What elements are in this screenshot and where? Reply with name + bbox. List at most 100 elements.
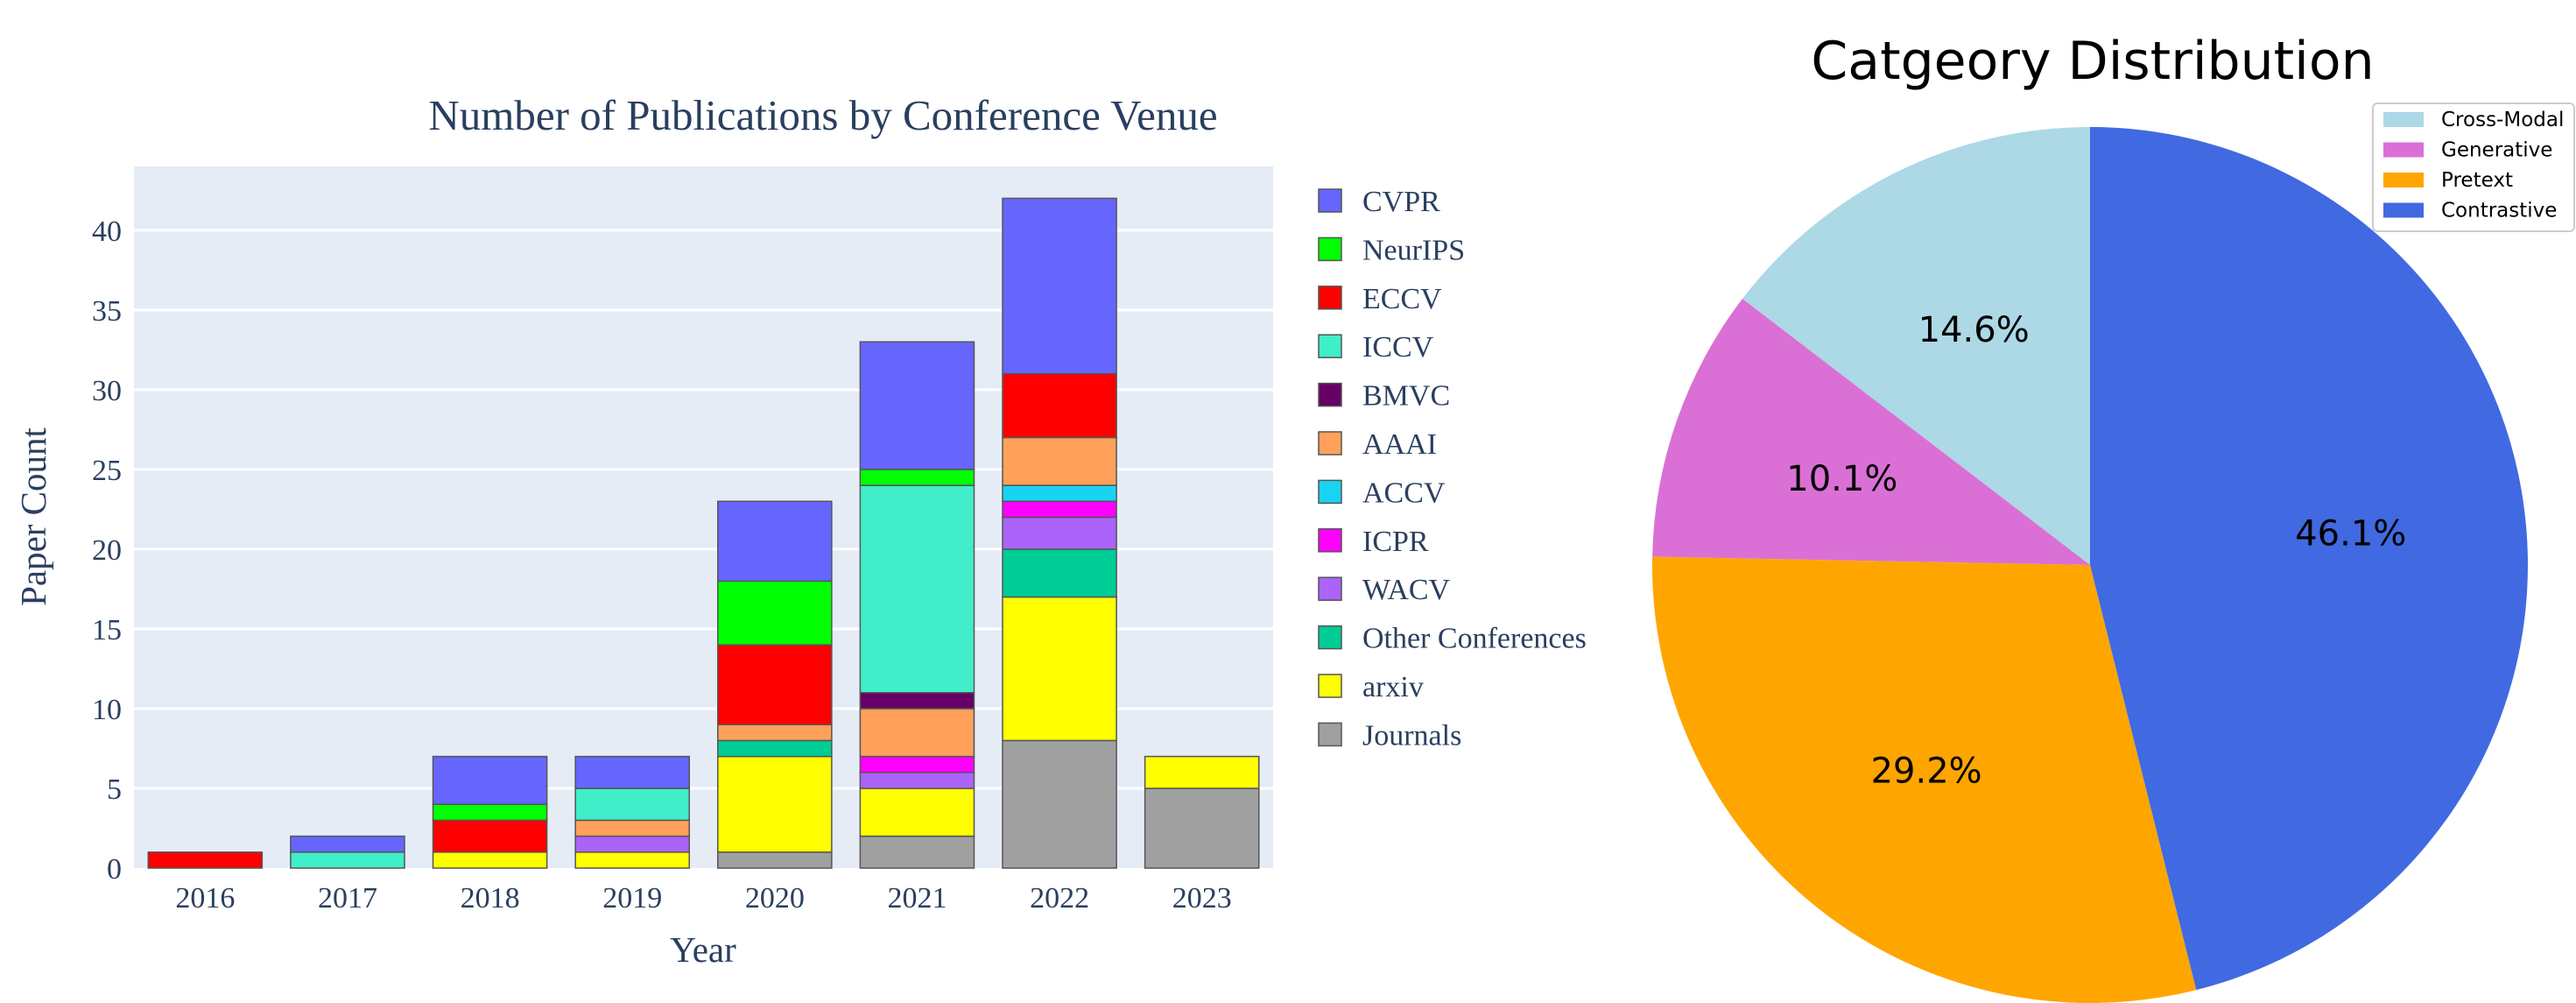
bar-segment-aaai-2020	[717, 724, 833, 742]
x-tick-label: 2018	[461, 882, 520, 915]
bar-segment-arxiv-2020	[717, 755, 833, 853]
pie-percent-label: 29.2%	[1871, 752, 1982, 792]
legend-item-icpr: ICPR	[1318, 526, 1429, 558]
bar-segment-eccv-2020	[717, 644, 833, 725]
bar-segment-eccv-2018	[432, 819, 548, 853]
pie-legend-swatch	[2383, 202, 2424, 218]
bar-segment-arxiv-2023	[1144, 755, 1260, 789]
x-axis-label: Year	[670, 929, 736, 970]
legend-swatch	[1318, 334, 1342, 358]
x-tick-label: 2022	[1030, 882, 1089, 915]
legend-item-cvpr: CVPR	[1318, 186, 1440, 218]
bar-segment-neurips-2018	[432, 803, 548, 822]
legend-swatch	[1318, 528, 1342, 553]
legend-item-bmvc: BMVC	[1318, 380, 1450, 413]
bar-segment-cvpr-2018	[432, 755, 548, 805]
legend-label: ECCV	[1362, 283, 1442, 315]
legend-item-eccv: ECCV	[1318, 283, 1442, 315]
legend-swatch	[1318, 625, 1342, 650]
x-tick-label: 2017	[318, 882, 377, 915]
pie-slice-contrastive	[2090, 127, 2529, 991]
y-axis-label: Paper Count	[13, 427, 53, 605]
legend-item-journals: Journals	[1318, 719, 1461, 752]
bar-chart-title: Number of Publications by Conference Ven…	[428, 91, 1217, 139]
bar-segment-cvpr-2019	[574, 755, 690, 789]
y-tick-label: 30	[92, 375, 122, 407]
y-tick-label: 5	[107, 773, 122, 806]
bar-segment-accv-2022	[1002, 484, 1117, 503]
legend-label: NeurIPS	[1362, 234, 1465, 266]
legend-swatch	[1318, 237, 1342, 262]
legend-label: ACCV	[1362, 477, 1446, 509]
pie-legend-item-pretext: Pretext	[2383, 169, 2513, 192]
legend-label: ICPR	[1362, 526, 1429, 558]
x-tick-label: 2020	[745, 882, 805, 915]
bar-segment-icpr-2021	[859, 755, 975, 773]
x-tick-label: 2019	[602, 882, 662, 915]
bar-segment-eccv-2022	[1002, 372, 1117, 439]
legend-swatch	[1318, 188, 1342, 213]
pie-legend-label: Contrastive	[2441, 200, 2557, 222]
x-tick-label: 2016	[175, 882, 235, 915]
bar-segment-journals-2022	[1002, 739, 1117, 869]
pie-percent-label: 14.6%	[1918, 310, 2030, 350]
bar-segment-other-conferences-2022	[1002, 548, 1117, 598]
legend-label: ICCV	[1362, 331, 1434, 364]
bar-segment-wacv-2022	[1002, 516, 1117, 550]
legend-item-other-conferences: Other Conferences	[1318, 623, 1587, 655]
legend-label: CVPR	[1362, 186, 1440, 218]
y-tick-label: 15	[92, 614, 122, 646]
legend-label: arxiv	[1362, 671, 1424, 703]
bar-segment-neurips-2021	[859, 469, 975, 486]
legend-swatch	[1318, 286, 1342, 310]
legend-label: AAAI	[1362, 428, 1437, 461]
pie-percent-label: 46.1%	[2295, 513, 2406, 554]
pie-legend: Cross-Modal Generative Pretext Contrastive	[2372, 102, 2575, 232]
y-tick-labels: 0 5 10 15 20 25 30 35 40	[92, 215, 122, 886]
pie-legend-swatch	[2383, 173, 2424, 187]
y-tick-label: 40	[92, 215, 122, 248]
bar-segment-arxiv-2022	[1002, 596, 1117, 742]
bar-segment-cvpr-2022	[1002, 197, 1117, 375]
bar-marks	[147, 197, 1260, 869]
legend-item-accv: ACCV	[1318, 477, 1446, 509]
bar-segment-eccv-2016	[147, 851, 264, 869]
bar-segment-icpr-2022	[1002, 500, 1117, 519]
bar-segment-arxiv-2018	[432, 851, 548, 869]
pie-legend-label: Pretext	[2441, 169, 2513, 192]
pie-slice-generative	[1652, 299, 2090, 565]
pie-chart-title: Catgeory Distribution	[1811, 31, 2374, 92]
pie-legend-item-generative: Generative	[2383, 139, 2552, 162]
y-tick-label: 25	[92, 455, 122, 487]
pie-slice-pretext	[1652, 556, 2197, 1003]
y-tick-label: 10	[92, 694, 122, 726]
pie-legend-swatch	[2383, 112, 2424, 127]
legend-swatch	[1318, 576, 1342, 601]
bar-segment-wacv-2019	[574, 835, 690, 853]
x-tick-labels: 2016 2017 2018 2019 2020 2021 2022 2023	[175, 882, 1231, 915]
legend-label: Journals	[1362, 719, 1461, 752]
legend-swatch	[1318, 674, 1342, 698]
pie-percent-label: 10.1%	[1786, 459, 1897, 499]
bar-segment-arxiv-2021	[859, 788, 975, 837]
y-tick-label: 0	[107, 853, 122, 886]
pie-slice-cross-modal	[1742, 127, 2090, 565]
legend-swatch	[1318, 722, 1342, 747]
pie-chart: Catgeory Distribution 14.6% 10.1% 29.2% 46.…	[1652, 31, 2575, 1003]
y-tick-label: 20	[92, 534, 122, 567]
pie-legend-label: Generative	[2441, 139, 2552, 162]
legend-label: Other Conferences	[1362, 623, 1587, 655]
bar-segment-aaai-2019	[574, 819, 690, 837]
bar-chart: 0 5 10 15 20 25 30 35 40 2016 2017 2018 2019 2020 202…	[13, 91, 1587, 970]
pie-slices	[1652, 127, 2529, 1003]
legend-item-iccv: ICCV	[1318, 331, 1434, 364]
bar-segment-neurips-2020	[717, 580, 833, 646]
bar-segment-arxiv-2019	[574, 851, 690, 869]
bar-segment-journals-2020	[717, 851, 833, 869]
bar-segment-iccv-2021	[859, 484, 975, 694]
bar-segment-aaai-2021	[859, 708, 975, 758]
pie-legend-item-contrastive: Contrastive	[2383, 200, 2557, 222]
legend-swatch	[1318, 382, 1342, 407]
x-tick-label: 2021	[887, 882, 947, 915]
bar-segment-aaai-2022	[1002, 436, 1117, 486]
